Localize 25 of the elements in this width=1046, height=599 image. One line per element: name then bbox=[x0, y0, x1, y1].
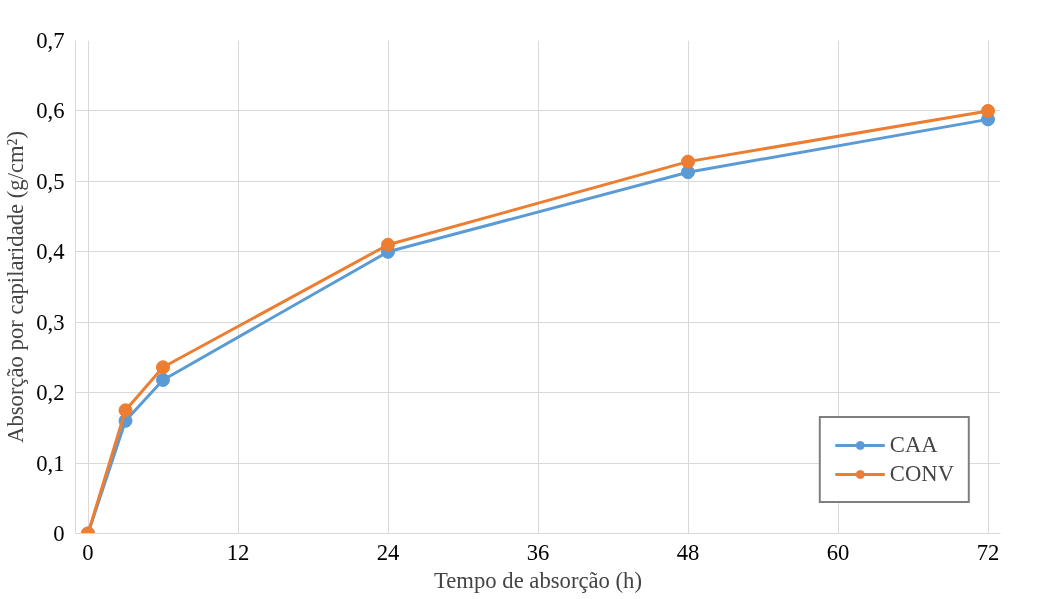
x-tick-label: 12 bbox=[226, 539, 250, 565]
legend-label: CONV bbox=[889, 461, 954, 487]
x-tick-label: 36 bbox=[526, 539, 550, 565]
x-axis-title: Tempo de absorção (h) bbox=[434, 567, 642, 593]
point bbox=[118, 403, 133, 418]
y-tick-label: 0,4 bbox=[36, 239, 65, 265]
x-tick-label: 0 bbox=[82, 539, 94, 565]
legend-label: CAA bbox=[889, 432, 938, 458]
point bbox=[381, 237, 395, 252]
y-tick-label: 0,6 bbox=[36, 98, 65, 124]
point bbox=[156, 372, 170, 387]
y-tick-label: 0,3 bbox=[36, 309, 65, 335]
x-tick-label: 60 bbox=[826, 539, 850, 565]
x-tick-label: 48 bbox=[676, 539, 700, 565]
y-tick-label: 0,7 bbox=[36, 28, 65, 53]
x-tick-label: 24 bbox=[376, 539, 400, 565]
point bbox=[156, 360, 170, 375]
point bbox=[981, 103, 995, 118]
x-tick-label: 72 bbox=[976, 539, 1000, 565]
y-tick-label: 0,5 bbox=[36, 168, 65, 194]
y-tick-label: 0,2 bbox=[36, 380, 65, 406]
y-tick-label: 0,1 bbox=[36, 450, 65, 476]
y-tick-label: 0 bbox=[53, 521, 65, 546]
point bbox=[681, 154, 695, 169]
y-axis-title: Absorção por capilaridade (g/cm²) bbox=[3, 131, 29, 443]
